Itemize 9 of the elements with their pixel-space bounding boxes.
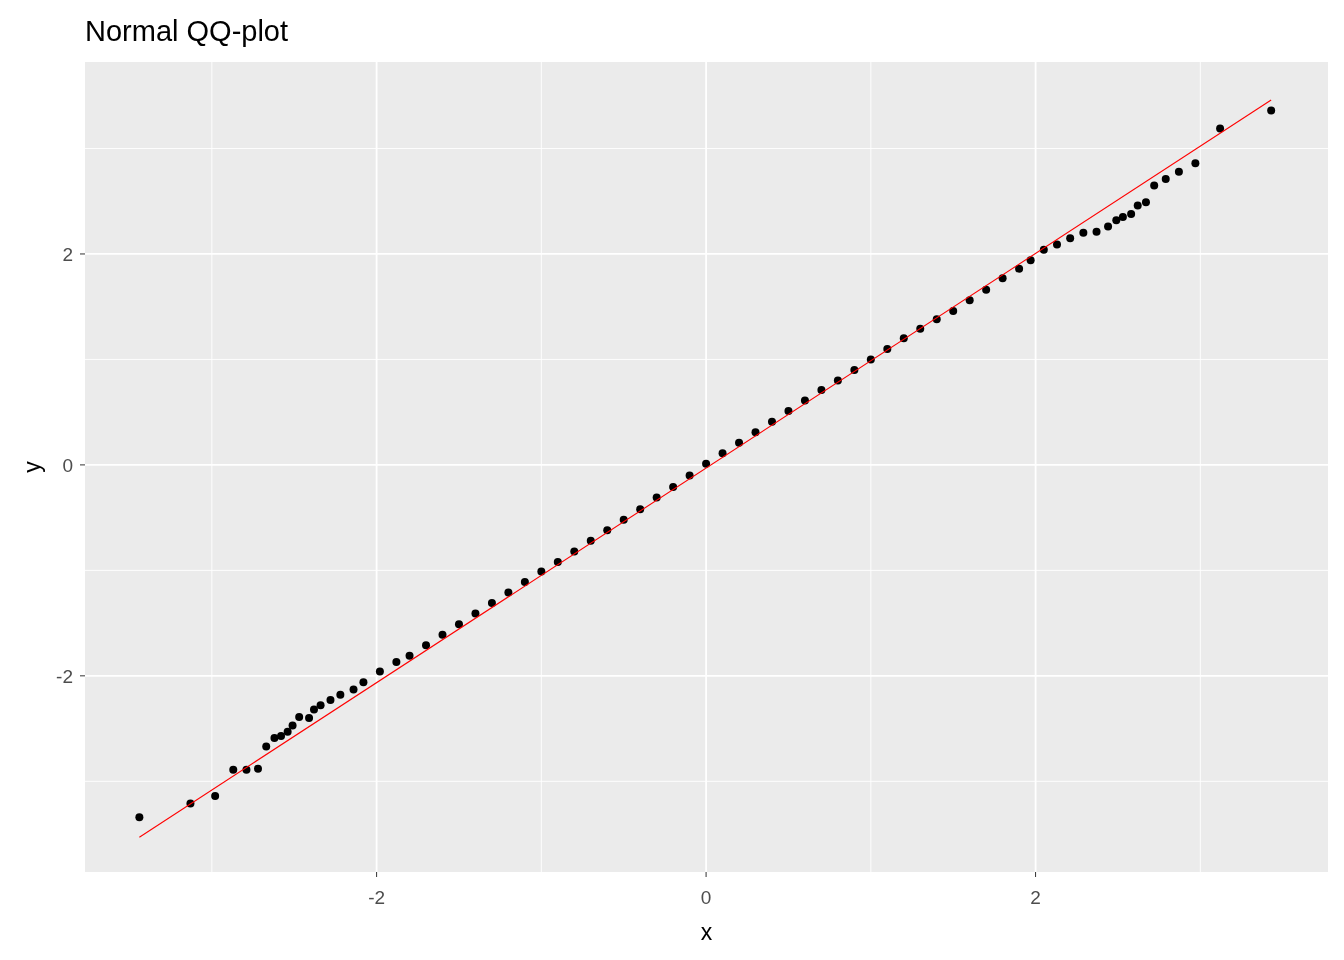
y-tick-label: 0 (62, 454, 73, 476)
x-tick-label: -2 (368, 887, 386, 908)
y-tick-label: -2 (56, 665, 73, 687)
chart-title: Normal QQ-plot (85, 15, 289, 47)
x-axis-title: x (700, 919, 713, 945)
x-tick-label: 2 (1030, 887, 1041, 908)
y-axis-title: y (19, 460, 45, 473)
y-tick-label: 2 (62, 243, 73, 265)
x-tick-label: 0 (700, 887, 712, 908)
